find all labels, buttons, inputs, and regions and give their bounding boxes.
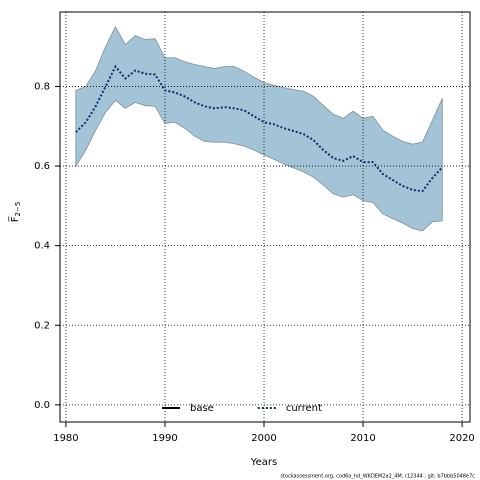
y-tick-label: 0.6 — [34, 161, 50, 172]
y-tick-label: 0.4 — [34, 241, 50, 252]
footer: stockassessment.org, cod6a_hd_WKDEM2a2_4… — [280, 474, 475, 480]
legend-label: current — [286, 403, 322, 414]
plot-frame — [59, 11, 471, 423]
y-tick-label: 0.2 — [34, 320, 50, 331]
x-axis-label: Years — [250, 457, 277, 468]
x-tick-label: 2010 — [350, 433, 375, 444]
y-axis-label-sub: 2−5 — [14, 202, 22, 217]
legend-label: base — [190, 403, 214, 414]
confidence-band — [75, 25, 443, 232]
x-tick-label: 1980 — [53, 433, 78, 444]
y-tick-label: 0.8 — [34, 81, 50, 92]
x-tick-label: 2020 — [449, 433, 474, 444]
y-axis-label-main: F̅ — [8, 216, 21, 223]
x-tick-label: 2000 — [251, 433, 276, 444]
y-tick-label: 0.0 — [34, 400, 50, 411]
series-line — [75, 64, 444, 193]
x-tick-label: 1990 — [152, 433, 177, 444]
y-axis-label: F̅2−5 — [8, 202, 22, 223]
